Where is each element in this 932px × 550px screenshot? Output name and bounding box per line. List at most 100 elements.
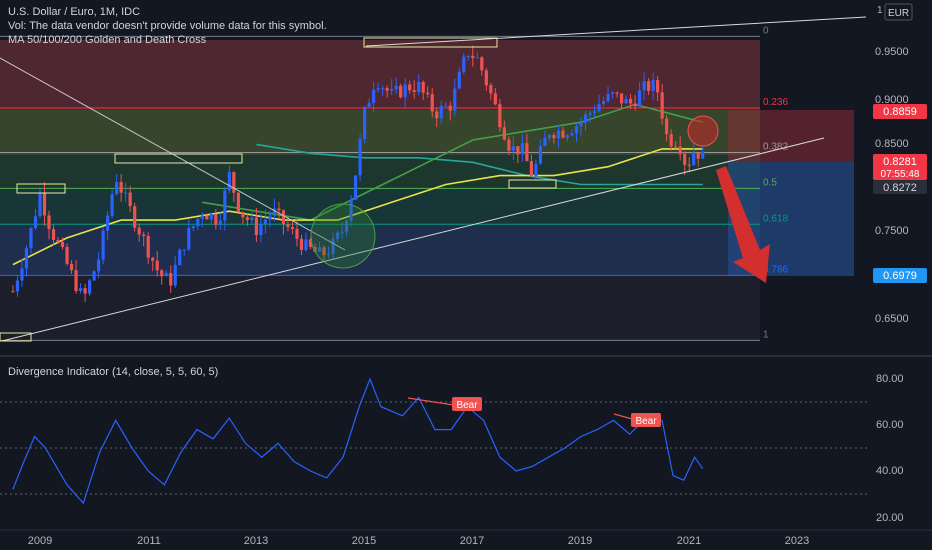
candle [182, 249, 186, 251]
candle [254, 217, 258, 236]
candle [507, 139, 511, 151]
candle [191, 226, 195, 229]
candle [701, 151, 705, 159]
price-axis[interactable]: EUR 1 0.9500 0.9000 0.8500 0.7500 0.6500… [873, 3, 927, 325]
top-box-2015[interactable] [363, 37, 498, 48]
candle [574, 126, 579, 134]
candle [245, 217, 249, 221]
candle [92, 271, 96, 281]
candle [151, 257, 155, 261]
candle [317, 247, 322, 252]
current-price-tag [873, 154, 927, 180]
death-cross-circle[interactable] [687, 115, 719, 147]
time-tick: 2021 [677, 535, 701, 547]
candle [489, 85, 493, 94]
candle [29, 227, 33, 249]
currency-label: EUR [888, 8, 909, 19]
candle [606, 93, 610, 101]
candle [565, 135, 570, 138]
candle [660, 92, 664, 119]
candle [42, 192, 47, 216]
candle [692, 152, 696, 165]
bar-countdown: 07:55:48 [881, 169, 920, 180]
candle [74, 270, 78, 292]
candle [403, 84, 407, 98]
candle [272, 208, 277, 216]
candle [200, 215, 204, 219]
candle [268, 215, 272, 220]
candle [209, 214, 213, 220]
volume-note: Vol: The data vendor doesn't provide vol… [8, 20, 327, 32]
price-tick: 0.9500 [875, 46, 909, 58]
candle [290, 227, 295, 229]
candle [295, 228, 299, 239]
price-tick: 0.6500 [875, 313, 909, 325]
candle [430, 94, 434, 112]
down-arrow-icon[interactable] [716, 166, 770, 283]
candle [51, 229, 56, 240]
candle [412, 90, 416, 93]
candle [588, 112, 592, 115]
drawings[interactable] [0, 16, 867, 342]
symbol-title: U.S. Dollar / Euro, 1M, IDC [8, 6, 140, 18]
candle [543, 138, 547, 147]
candle [187, 228, 191, 250]
candle [597, 104, 601, 112]
candle [367, 102, 371, 107]
candle [250, 217, 254, 221]
bear-badge [452, 397, 482, 411]
candle [385, 88, 389, 91]
candle [11, 291, 15, 293]
indicator-pane: Divergence Indicator (14, close, 5, 5, 6… [0, 366, 904, 524]
candle [498, 104, 502, 128]
time-tick: 2011 [137, 535, 161, 547]
ma-price-tag [873, 180, 927, 194]
candle [408, 84, 412, 91]
currency-badge[interactable] [884, 3, 913, 21]
candle [223, 190, 227, 221]
candle [471, 55, 475, 58]
candle [520, 143, 524, 155]
fib-236-price: 0.8859 [883, 106, 917, 118]
candle [169, 273, 173, 286]
candle [502, 127, 506, 140]
candle [421, 81, 425, 93]
resistance-box-2009[interactable] [16, 183, 66, 194]
golden-cross-circle[interactable] [310, 203, 376, 269]
fib-level-label: 0.236 [763, 97, 788, 108]
ascending-trendline[interactable] [1, 137, 825, 342]
candle [390, 89, 394, 91]
fib-retracement[interactable] [0, 40, 854, 341]
indicator-tick: 80.00 [876, 373, 904, 385]
resistance-box-2010[interactable] [114, 153, 243, 164]
candle [78, 288, 83, 292]
candle [624, 98, 628, 104]
chart-legend: U.S. Dollar / Euro, 1M, IDC Vol: The dat… [8, 6, 327, 46]
bottom-box-2008[interactable] [0, 332, 32, 342]
candle [322, 247, 326, 256]
fib-786-price: 0.6979 [883, 270, 917, 282]
candle [236, 192, 240, 212]
candle [619, 93, 624, 104]
fib-zone-0786-1 [0, 276, 760, 341]
candle [241, 211, 245, 218]
candle [462, 56, 466, 72]
support-box-2018[interactable] [508, 179, 557, 189]
candle [196, 218, 200, 227]
bear-badge [631, 413, 661, 427]
candle [97, 259, 101, 272]
candle [340, 231, 344, 233]
candle [687, 164, 691, 166]
candle [119, 182, 123, 193]
upper-trendline[interactable] [365, 16, 867, 47]
candle [610, 92, 615, 94]
candle [493, 93, 497, 105]
candle [263, 219, 268, 225]
candle [137, 227, 141, 235]
time-axis[interactable]: 2009 2011 2013 2015 2017 2019 2021 2023 [0, 529, 932, 547]
candle [674, 146, 678, 148]
candlesticks [11, 45, 705, 302]
candle [439, 105, 443, 119]
time-tick: 2013 [244, 535, 268, 547]
